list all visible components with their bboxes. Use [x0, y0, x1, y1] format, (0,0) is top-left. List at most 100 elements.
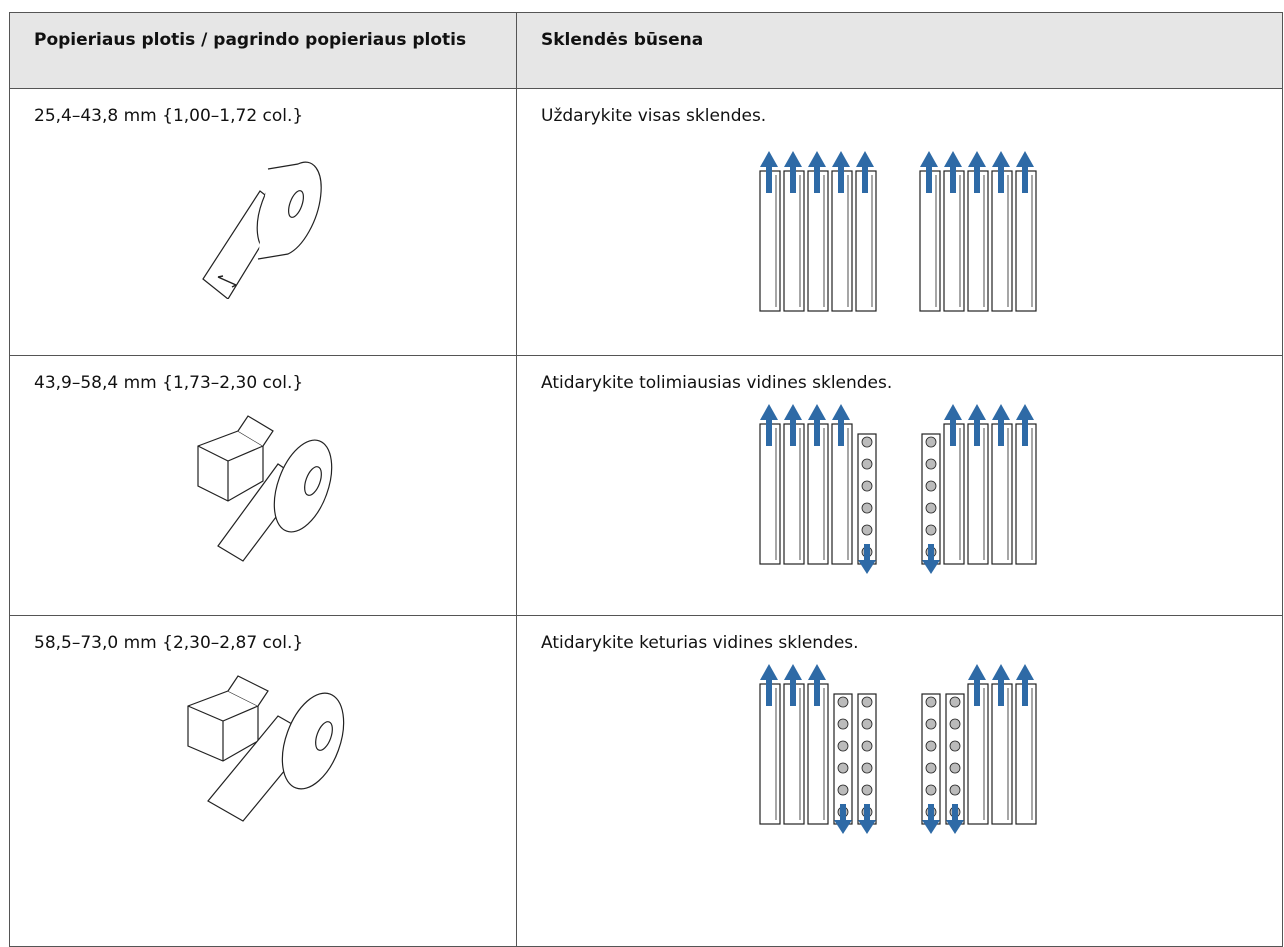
flap-illustration — [758, 151, 1037, 312]
flap-hole — [925, 436, 936, 448]
arrow-head — [807, 404, 826, 420]
flap-hole — [861, 740, 872, 752]
arrow-shaft — [765, 676, 772, 706]
header-cell: Popieriaus plotis / pagrindo popieriaus … — [9, 12, 517, 89]
arrow-head — [919, 151, 938, 167]
arrow-shaft — [839, 804, 846, 824]
arrow-head — [759, 664, 778, 680]
flap-hole — [925, 480, 936, 492]
flap-hole — [925, 784, 936, 796]
arrow-shaft — [789, 416, 796, 446]
flap-hole — [837, 696, 848, 708]
flap-illustration — [758, 404, 1037, 574]
arrow-head — [857, 560, 876, 574]
arrow-shaft — [1021, 163, 1028, 193]
flap-hole — [925, 696, 936, 708]
flap-hole — [925, 740, 936, 752]
arrow-head — [833, 820, 852, 834]
arrow-shaft — [997, 163, 1004, 193]
arrow-shaft — [949, 416, 956, 446]
cell: Atidarykite keturias vidines sklendes. — [516, 615, 1283, 947]
arrow-head — [967, 404, 986, 420]
arrow-head — [991, 151, 1010, 167]
arrow-shaft — [765, 416, 772, 446]
cell: Atidarykite tolimiausias vidines sklende… — [516, 355, 1283, 616]
arrow-shaft — [863, 544, 870, 564]
arrow-head — [1015, 151, 1034, 167]
header-cell: Sklendės būsena — [516, 12, 1283, 89]
arrow-shaft — [925, 163, 932, 193]
cell-text: Uždarykite visas sklendes. — [541, 106, 767, 126]
arrow-shaft — [861, 163, 868, 193]
arrow-head — [807, 664, 826, 680]
cell-text: 43,9–58,4 mm {1,73–2,30 col.} — [34, 373, 304, 393]
flap-illustration — [758, 664, 1037, 834]
cell: 25,4–43,8 mm {1,00–1,72 col.} — [9, 88, 517, 356]
arrow-shaft — [837, 163, 844, 193]
arrow-shaft — [997, 416, 1004, 446]
arrow-head — [759, 404, 778, 420]
flap-hole — [861, 696, 872, 708]
arrow-head — [967, 151, 986, 167]
flap-hole — [861, 480, 872, 492]
arrow-shaft — [973, 416, 980, 446]
row: 43,9–58,4 mm {1,73–2,30 col.} Atidarykit… — [9, 355, 1283, 616]
flap-hole — [861, 502, 872, 514]
flap-hole — [925, 718, 936, 730]
row: 58,5–73,0 mm {2,30–2,87 col.} Atidarykit… — [9, 615, 1283, 947]
arrow-shaft — [813, 163, 820, 193]
arrow-head — [855, 151, 874, 167]
flap-hole — [837, 740, 848, 752]
flap-hole — [837, 762, 848, 774]
cell: 43,9–58,4 mm {1,73–2,30 col.} — [9, 355, 517, 616]
cell-text: Atidarykite keturias vidines sklendes. — [541, 633, 859, 653]
flap-hole — [837, 784, 848, 796]
arrow-shaft — [813, 676, 820, 706]
cell-text: 58,5–73,0 mm {2,30–2,87 col.} — [34, 633, 304, 653]
arrow-head — [1015, 664, 1034, 680]
arrow-shaft — [997, 676, 1004, 706]
arrow-shaft — [927, 804, 934, 824]
cell: 58,5–73,0 mm {2,30–2,87 col.} — [9, 615, 517, 947]
arrow-head — [783, 404, 802, 420]
flap-hole — [949, 696, 960, 708]
arrow-shaft — [765, 163, 772, 193]
arrow-shaft — [1021, 676, 1028, 706]
arrow-head — [831, 404, 850, 420]
arrow-head — [943, 151, 962, 167]
arrow-head — [945, 820, 964, 834]
cell: Uždarykite visas sklendes. — [516, 88, 1283, 356]
arrow-head — [783, 664, 802, 680]
flap-hole — [925, 458, 936, 470]
roll-illustration — [197, 415, 333, 562]
arrow-head — [759, 151, 778, 167]
arrow-shaft — [1021, 416, 1028, 446]
arrow-shaft — [951, 804, 958, 824]
arrow-head — [857, 820, 876, 834]
arrow-head — [921, 560, 940, 574]
cell-text: Atidarykite tolimiausias vidines sklende… — [541, 373, 893, 393]
arrow-shaft — [949, 163, 956, 193]
arrow-head — [991, 664, 1010, 680]
roll-illustration — [187, 675, 345, 822]
arrow-shaft — [863, 804, 870, 824]
arrow-head — [783, 151, 802, 167]
arrow-head — [943, 404, 962, 420]
flap-hole — [837, 718, 848, 730]
flap-hole — [861, 458, 872, 470]
flap-hole — [949, 784, 960, 796]
arrow-shaft — [973, 676, 980, 706]
row: 25,4–43,8 mm {1,00–1,72 col.} Uždarykite… — [9, 88, 1283, 356]
header-row: Popieriaus plotis / pagrindo popieriaus … — [9, 12, 1283, 89]
arrow-shaft — [813, 416, 820, 446]
page: Popieriaus plotis / pagrindo popieriaus … — [9, 12, 1283, 947]
arrow-shaft — [973, 163, 980, 193]
arrow-head — [1015, 404, 1034, 420]
arrow-shaft — [927, 544, 934, 564]
flap-hole — [949, 762, 960, 774]
flap-hole — [861, 718, 872, 730]
arrow-head — [831, 151, 850, 167]
flap-hole — [861, 784, 872, 796]
arrow-shaft — [789, 676, 796, 706]
flap-hole — [861, 436, 872, 448]
